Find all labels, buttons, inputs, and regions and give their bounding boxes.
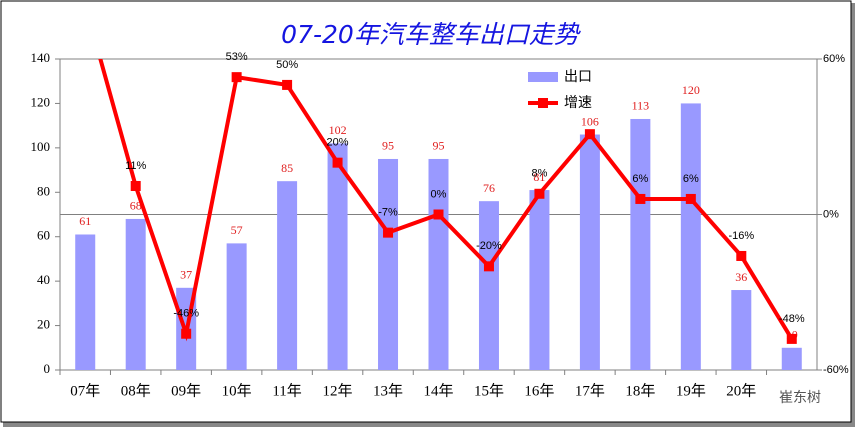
y2-tick-label: -60%: [823, 364, 849, 376]
bar: [75, 234, 96, 370]
line-label: 53%: [226, 51, 248, 63]
y-tick-label: 80: [37, 183, 50, 198]
bar-label: 81: [533, 170, 545, 184]
line-label: -16%: [728, 230, 754, 242]
bar-label: 61: [79, 214, 91, 228]
line-marker: [181, 328, 192, 339]
line-label: -48%: [779, 313, 805, 325]
y-tick-label: 20: [37, 317, 50, 332]
y2-tick-label: 0%: [823, 208, 839, 220]
bar: [731, 290, 752, 370]
x-tick-label: 09年: [171, 382, 201, 399]
bar: [529, 190, 550, 370]
bar-label: 113: [632, 99, 650, 113]
line-group: [98, 59, 797, 344]
bar-label: 68: [130, 199, 142, 213]
line-marker: [534, 188, 545, 199]
line-label: 50%: [276, 59, 298, 71]
legend-swatch: [538, 98, 548, 108]
y-tick-label: 0: [44, 361, 51, 376]
y-tick-label: 40: [37, 272, 50, 287]
bar-label: 95: [382, 139, 394, 153]
bar: [378, 158, 399, 370]
legend-label: 出口: [564, 69, 592, 85]
x-tick-label: 10年: [222, 382, 252, 399]
bar-label: 57: [231, 223, 243, 237]
x-tick-label: 18年: [625, 382, 655, 399]
bar: [327, 143, 348, 370]
y-tick-label: 120: [31, 94, 51, 109]
bar-label: 76: [483, 181, 495, 195]
x-tick-label: 20年: [726, 382, 756, 399]
line-marker: [483, 261, 494, 272]
bar-label: 37: [180, 268, 192, 282]
line-label: -7%: [378, 207, 398, 219]
x-tick-label: 14年: [423, 382, 453, 399]
chart-title: 07-20年汽车整车出口走势: [281, 20, 582, 49]
line-label: 8%: [531, 168, 547, 180]
y-tick-label: 140: [31, 50, 51, 65]
x-tick-label: 08年: [121, 382, 151, 399]
x-tick-label: 17年: [575, 382, 605, 399]
y-tick-label: 60: [37, 228, 50, 243]
y2-tick-label: 60%: [823, 53, 845, 65]
line-marker: [332, 157, 343, 168]
bar: [125, 218, 146, 370]
bar: [226, 243, 247, 370]
x-tick-label: 13年: [373, 382, 403, 399]
line-marker: [282, 79, 293, 90]
x-tick-label: 15年: [474, 382, 504, 399]
line-label: 6%: [683, 173, 699, 185]
line-label: -46%: [173, 308, 199, 320]
bar-label: 95: [433, 139, 445, 153]
bar-label: 36: [735, 270, 747, 284]
line-marker: [433, 209, 444, 220]
x-tick-label: 19年: [676, 382, 706, 399]
legend-swatch: [528, 72, 558, 82]
line-label: 0%: [431, 188, 447, 200]
bar: [630, 118, 651, 370]
x-tick-label: 11年: [272, 382, 301, 399]
line-marker: [786, 333, 797, 344]
bar: [579, 134, 600, 370]
line-label: 11%: [125, 160, 146, 172]
line-marker: [584, 129, 595, 140]
line-marker: [130, 180, 141, 191]
bar: [277, 181, 298, 370]
line-label: -20%: [476, 240, 502, 252]
line-marker: [635, 193, 646, 204]
y-tick-label: 100: [31, 139, 51, 154]
bar-label: 102: [329, 123, 347, 137]
x-tick-label: 12年: [323, 382, 353, 399]
x-tick-label: 16年: [524, 382, 554, 399]
x-tick-label: 07年: [70, 382, 100, 399]
line-marker: [231, 72, 242, 83]
bar-label: 106: [581, 114, 599, 128]
bar: [478, 201, 499, 370]
bar: [781, 347, 802, 370]
watermark: 崔东树: [779, 390, 821, 406]
bar-label: 120: [682, 83, 700, 97]
line-marker: [685, 193, 696, 204]
legend-label: 增速: [564, 95, 592, 111]
line-marker: [383, 227, 394, 238]
line-marker: [736, 250, 747, 261]
line-label: 6%: [632, 173, 648, 185]
bar-label: 85: [281, 161, 293, 175]
bar: [680, 103, 701, 370]
line-label: 20%: [327, 137, 349, 149]
